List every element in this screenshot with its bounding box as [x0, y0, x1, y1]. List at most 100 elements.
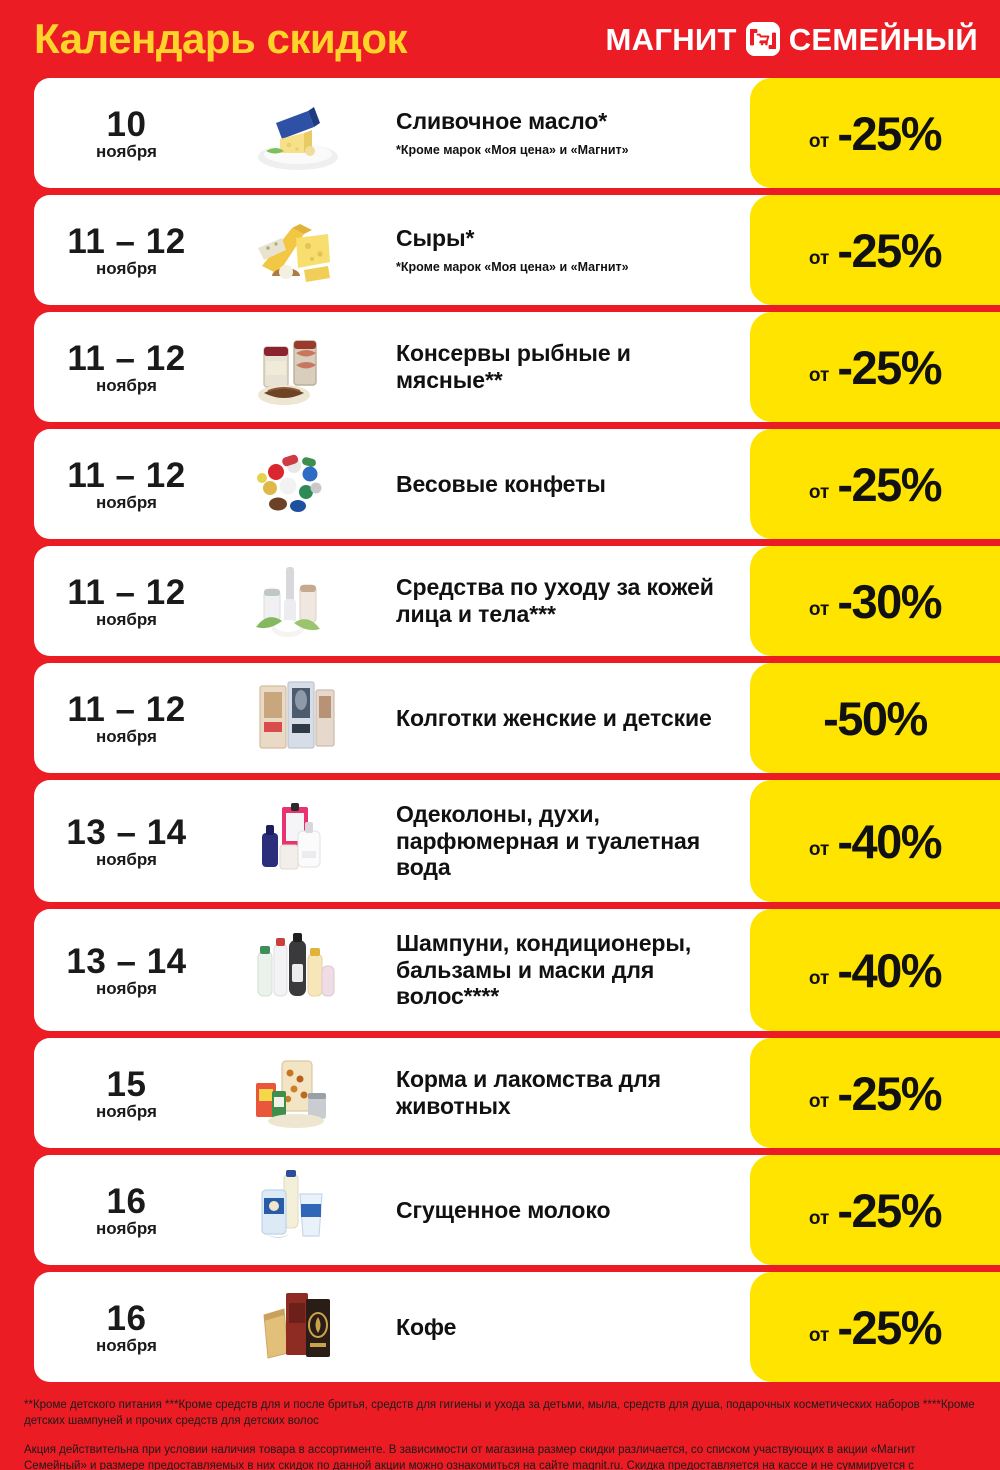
discount-badge-cell: от -25%: [750, 1038, 1000, 1148]
discount-badge-inner: от -25%: [808, 106, 943, 160]
product-image-cell: [219, 195, 374, 305]
page-title: Календарь скидок: [34, 15, 408, 62]
product-name-cell: Одеколоны, духи, парфюмерная и туалетная…: [374, 780, 750, 902]
discount-from-label: от: [808, 130, 830, 152]
discount-value: -25%: [837, 1183, 942, 1237]
discount-badge-cell: от -25%: [750, 312, 1000, 422]
product-image-cell: [219, 546, 374, 656]
status-badge: от -25%: [750, 78, 1000, 188]
discount-rows-list: 10 ноября Сливочное масло* *Кроме марок «Мо…: [0, 78, 1000, 1382]
product-name-cell: Средства по уходу за кожей лица и тела**…: [374, 546, 750, 656]
discount-from-label: от: [808, 1207, 830, 1229]
discount-badge-inner: от -25%: [809, 457, 943, 511]
brand-name-semeyny: СЕМЕЙНЫЙ: [788, 21, 978, 57]
status-badge: от -40%: [750, 780, 1000, 902]
coffee-packs-icon: [242, 1281, 352, 1373]
product-image-cell: [219, 909, 374, 1031]
product-name: Сгущенное молоко: [396, 1196, 611, 1223]
discount-value: -25%: [837, 1066, 942, 1120]
discount-value: -25%: [837, 340, 942, 394]
discount-badge-cell: от -25%: [750, 78, 1000, 188]
product-name-cell: Сыры* *Кроме марок «Моя цена» и «Магнит»: [374, 195, 750, 305]
poster-header: Календарь скидок МАГНИТ СЕМЕЙНЫЙ: [0, 0, 1000, 78]
legal-disclaimer: Акция действительна при условии наличия …: [24, 1443, 916, 1470]
product-image-cell: [219, 312, 374, 422]
product-image-cell: [219, 1155, 374, 1265]
date-day: 11 – 12: [67, 338, 186, 378]
discount-badge-inner: от -25%: [809, 340, 943, 394]
product-image-cell: [219, 663, 374, 773]
date-cell: 11 – 12 ноября: [34, 195, 219, 305]
discount-badge-inner: от -30%: [809, 574, 943, 628]
discount-from-label: от: [808, 1324, 830, 1346]
product-image-cell: [219, 78, 374, 188]
date-cell: 15 ноября: [34, 1038, 219, 1148]
date-month: ноября: [96, 258, 157, 278]
date-cell: 11 – 12 ноября: [34, 429, 219, 539]
table-row: 13 – 14 ноября Одеколоны, духи, парфюмерна…: [34, 780, 1000, 902]
shampoo-bottles-icon: [242, 924, 352, 1016]
product-name-cell: Весовые конфеты: [374, 429, 750, 539]
product-name-cell: Шампуни, кондиционеры, бальзамы и маски …: [374, 909, 750, 1031]
date-cell: 10 ноября: [34, 78, 219, 188]
table-row: 10 ноября Сливочное масло* *Кроме марок «Мо…: [34, 78, 1000, 188]
date-day: 11 – 12: [67, 689, 186, 729]
discount-value: -25%: [837, 223, 942, 277]
status-badge: от -25%: [750, 429, 1000, 539]
table-row: 15 ноября Корма и лакомства для животных от…: [34, 1038, 1000, 1148]
date-day: 11 – 12: [67, 455, 186, 495]
discount-badge-cell: от -25%: [750, 1155, 1000, 1265]
product-name: Весовые конфеты: [396, 470, 606, 497]
date-cell: 11 – 12 ноября: [34, 312, 219, 422]
date-day: 15: [106, 1064, 147, 1104]
brand-name-magnit: МАГНИТ: [605, 21, 737, 57]
table-row: 11 – 12 ноября Весовые конфеты от -25%: [34, 429, 1000, 539]
candies-icon: [242, 438, 352, 530]
discount-badge-inner: от -25%: [809, 1066, 943, 1120]
discount-value: -25%: [837, 106, 942, 160]
date-cell: 13 – 14 ноября: [34, 780, 219, 902]
status-badge: -50%: [750, 663, 1000, 773]
product-name-cell: Сливочное масло* *Кроме марок «Моя цена» …: [374, 78, 750, 188]
brand-logo: МАГНИТ СЕМЕЙНЫЙ: [606, 22, 978, 56]
discount-value: -50%: [823, 691, 928, 745]
status-badge: от -25%: [750, 1272, 1000, 1382]
discount-badge-inner: от -25%: [808, 1183, 943, 1237]
product-name: Средства по уходу за кожей лица и тела**…: [396, 574, 714, 627]
discount-badge-inner: от -25%: [808, 223, 943, 277]
discount-badge-inner: от -40%: [808, 943, 943, 997]
product-name: Шампуни, кондиционеры, бальзамы и маски …: [396, 929, 692, 1010]
date-month: ноября: [96, 1335, 157, 1355]
tights-packs-icon: [242, 672, 352, 764]
product-name: Сыры*: [396, 225, 475, 252]
condensed-milk-icon: [242, 1164, 352, 1256]
discount-from-label: от: [808, 967, 830, 989]
discount-badge-inner: от -40%: [808, 818, 943, 865]
product-name: Консервы рыбные и мясные**: [396, 340, 631, 393]
date-month: ноября: [96, 1101, 157, 1121]
discount-from-label: от: [808, 838, 830, 860]
date-day: 10: [106, 104, 147, 144]
shopping-cart-icon: [745, 22, 780, 56]
date-month: ноября: [96, 141, 157, 161]
date-month: ноября: [96, 492, 157, 512]
status-badge: от -25%: [750, 195, 1000, 305]
cheese-assortment-icon: [242, 204, 352, 296]
discount-value: -40%: [837, 943, 942, 997]
date-cell: 13 – 14 ноября: [34, 909, 219, 1031]
discount-value: -25%: [837, 457, 942, 511]
date-day: 13 – 14: [66, 812, 187, 852]
discount-from-label: от: [808, 247, 830, 269]
date-day: 13 – 14: [66, 941, 187, 981]
discount-badge-cell: от -40%: [750, 780, 1000, 902]
product-name-cell: Консервы рыбные и мясные**: [374, 312, 750, 422]
discount-badge-cell: от -25%: [750, 429, 1000, 539]
skincare-bottles-icon: [242, 555, 352, 647]
product-name: Одеколоны, духи, парфюмерная и туалетная…: [396, 800, 701, 881]
product-footnote: *Кроме марок «Моя цена» и «Магнит»: [396, 259, 629, 274]
discount-value: -30%: [837, 574, 942, 628]
pet-food-icon: [242, 1047, 352, 1139]
table-row: 11 – 12 ноября Средства по уходу за кожей …: [34, 546, 1000, 656]
date-day: 16: [106, 1298, 147, 1338]
